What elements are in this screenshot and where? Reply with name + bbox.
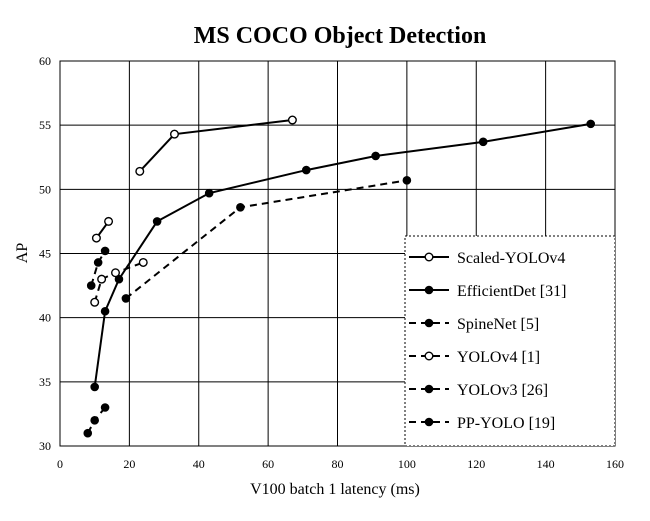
legend-marker	[424, 252, 434, 262]
y-tick-label: 55	[39, 118, 51, 132]
data-point	[83, 428, 93, 438]
x-tick-label: 40	[193, 457, 205, 471]
y-tick-label: 40	[39, 311, 51, 325]
data-point	[110, 268, 120, 278]
data-point	[586, 119, 596, 129]
legend-label: YOLOv4 [1]	[457, 349, 540, 366]
legend-marker	[424, 351, 434, 361]
data-point	[152, 217, 162, 226]
legend-entry: EfficientDet [31]	[409, 283, 566, 300]
data-point	[135, 166, 145, 176]
x-tick-label: 60	[262, 457, 274, 471]
data-point	[86, 281, 96, 290]
legend-entry: SpineNet [5]	[409, 316, 539, 333]
series-scaled-yolov4	[91, 216, 114, 243]
data-point	[93, 258, 103, 267]
series-yolov3-26	[83, 403, 110, 438]
chart-title: MS COCO Object Detection	[194, 23, 487, 49]
data-point	[287, 115, 297, 125]
legend-label: YOLOv3 [26]	[457, 382, 548, 399]
legend-label: Scaled-YOLOv4	[457, 250, 565, 267]
legend-marker	[424, 417, 434, 427]
series-layer	[83, 115, 596, 438]
data-point	[90, 382, 99, 392]
data-point	[478, 137, 488, 147]
series-spinenet-5	[121, 176, 412, 303]
series-line	[93, 261, 144, 303]
legend-label: PP-YOLO [19]	[457, 415, 555, 432]
tick-labels: 30 35 40 45 50 55 60 0 20 40 60 80 100 120 140 160	[39, 54, 624, 471]
legend-label: SpineNet [5]	[457, 316, 539, 333]
data-point	[121, 294, 131, 303]
data-point	[90, 416, 99, 425]
data-point	[90, 297, 100, 307]
legend-entry: YOLOv4 [1]	[409, 349, 540, 366]
data-point	[104, 216, 114, 226]
data-point	[169, 129, 179, 139]
x-tick-label: 20	[123, 457, 135, 471]
series-yolov4-1	[90, 257, 148, 307]
data-point	[100, 246, 110, 256]
legend-marker	[424, 285, 434, 295]
series-line	[125, 179, 408, 300]
data-point	[138, 257, 148, 267]
series-pp-yolo-19	[86, 246, 110, 290]
data-point	[236, 203, 245, 212]
x-tick-label: 140	[537, 457, 555, 471]
data-point	[91, 233, 101, 243]
x-axis-label: V100 batch 1 latency (ms)	[250, 481, 420, 498]
data-point	[100, 403, 110, 412]
data-point	[402, 176, 412, 185]
legend-entry: YOLOv3 [26]	[409, 382, 548, 399]
series-line	[139, 119, 293, 173]
y-tick-label: 60	[39, 54, 51, 68]
legend-marker	[424, 318, 434, 328]
legend-entry: Scaled-YOLOv4	[409, 250, 565, 267]
y-tick-label: 35	[39, 375, 51, 389]
x-tick-label: 100	[398, 457, 416, 471]
y-tick-label: 45	[39, 247, 51, 261]
data-point	[204, 188, 214, 198]
legend-box	[404, 235, 616, 447]
x-tick-label: 160	[606, 457, 624, 471]
y-tick-label: 50	[39, 182, 51, 196]
y-axis-label: AP	[14, 243, 31, 264]
series-efficientdet-31	[90, 119, 596, 392]
legend-entry: PP-YOLO [19]	[409, 415, 555, 432]
data-point	[301, 165, 311, 175]
data-point	[100, 306, 110, 316]
legend: Scaled-YOLOv4 EfficientDet [31] SpineNet […	[404, 235, 616, 447]
data-point	[97, 274, 107, 284]
data-point	[371, 151, 380, 161]
x-tick-label: 120	[467, 457, 485, 471]
x-tick-label: 80	[332, 457, 344, 471]
legend-marker	[424, 384, 434, 394]
x-tick-label: 0	[57, 457, 63, 471]
y-tick-label: 30	[39, 439, 51, 453]
series-scaled-yolov4	[135, 115, 297, 176]
legend-label: EfficientDet [31]	[457, 283, 566, 300]
